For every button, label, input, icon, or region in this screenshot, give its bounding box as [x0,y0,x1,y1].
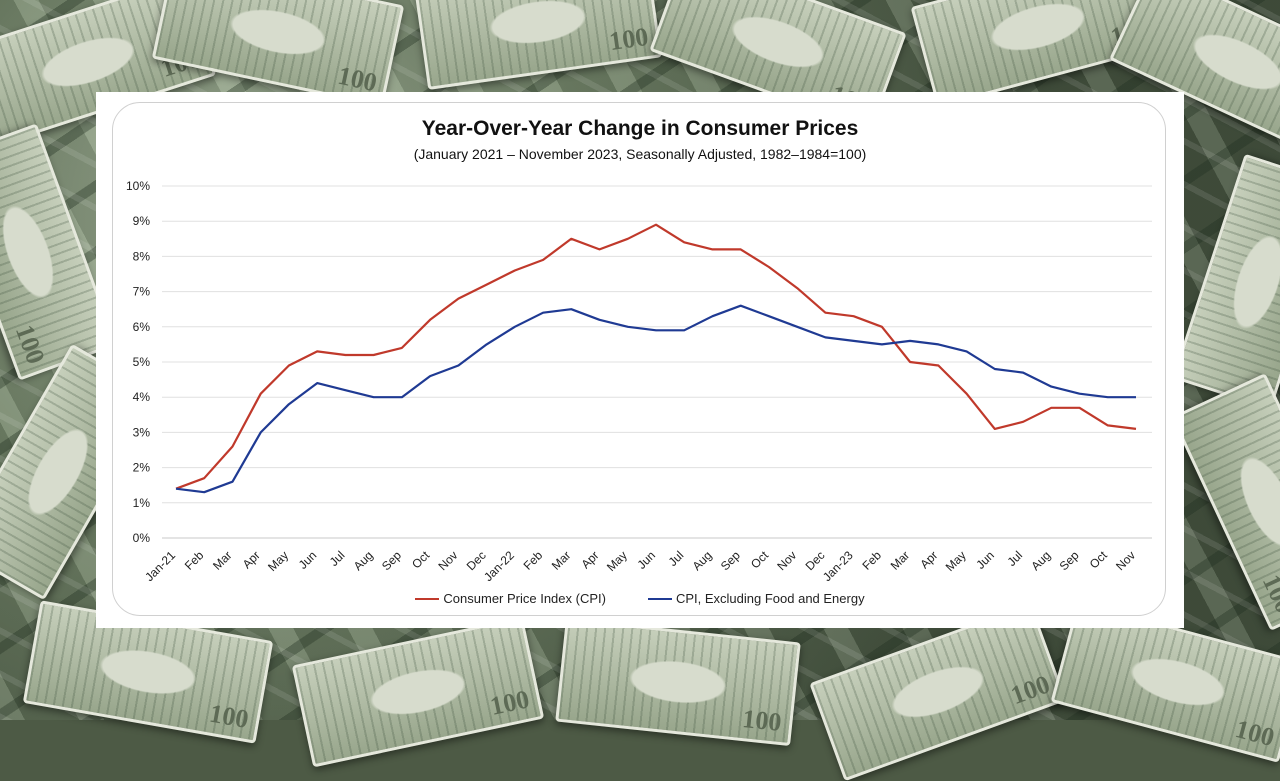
chart-card [96,92,1184,628]
x-tick-label: Feb [859,548,884,573]
x-tick-label: Aug [690,548,715,573]
y-tick-label: 6% [133,320,151,334]
x-tick-label: Sep [1057,548,1082,573]
legend-label-core-cpi: CPI, Excluding Food and Energy [675,591,865,606]
y-tick-label: 8% [133,249,151,263]
line-chart: 0%1%2%3%4%5%6%7%8%9%10%Jan-21 Feb Mar Apr Ma… [126,179,1152,584]
x-tick-label: Jan-21 [142,548,178,584]
chart-legend: Consumer Price Index (CPI) CPI, Excludin… [0,591,1280,606]
legend-swatch-core-cpi [647,597,672,600]
x-tick-label: Mar [210,548,235,573]
legend-item-cpi: Consumer Price Index (CPI) [415,591,606,606]
x-tick-label: Jun [296,548,320,572]
x-tick-label: Jul [1004,548,1025,569]
x-tick-label: Jan-22 [481,548,517,584]
chart-frame [112,102,1166,616]
x-tick-label: Nov [1113,548,1138,573]
legend-label-cpi: Consumer Price Index (CPI) [443,591,606,606]
chart-title: Year-Over-Year Change in Consumer Prices [421,117,859,140]
x-tick-label: Oct [409,548,433,572]
x-tick-label: Jun [635,548,659,572]
x-tick-label: Mar [549,548,574,573]
x-tick-label: Aug [351,548,376,573]
legend-item-core-cpi: CPI, Excluding Food and Energy [647,591,865,606]
x-tick-label: May [604,548,630,574]
legend-swatch-cpi [415,597,440,600]
series-line-core-cpi [175,304,1136,494]
x-tick-label: Jun [973,548,997,572]
x-tick-label: Feb [521,548,546,573]
x-tick-label: Feb [182,548,207,573]
y-tick-label: 4% [133,390,151,404]
x-tick-label: Nov [774,548,799,573]
x-tick-label: Apr [579,548,602,571]
x-tick-label: Apr [240,548,263,571]
y-tick-label: 7% [133,285,151,299]
y-tick-label: 2% [133,461,151,475]
x-tick-label: Jul [666,548,687,569]
x-tick-label: May [265,548,291,574]
x-tick-label: May [943,548,969,574]
y-tick-label: 10% [126,179,150,193]
y-tick-label: 3% [133,425,151,439]
x-tick-label: Oct [748,548,772,572]
y-tick-label: 1% [133,496,151,510]
chart-subtitle: (January 2021 – November 2023, Seasonall… [413,146,867,162]
y-tick-label: 0% [133,531,151,545]
x-tick-label: Nov [435,548,460,573]
y-tick-label: 5% [133,355,151,369]
series-line-cpi [175,223,1137,490]
x-tick-label: Mar [888,548,913,573]
x-tick-label: Jan-23 [820,548,856,584]
x-tick-label: Jul [327,548,348,569]
x-tick-label: Oct [1087,548,1111,572]
x-tick-label: Sep [379,548,404,573]
x-tick-label: Aug [1028,548,1053,573]
x-tick-label: Apr [917,548,940,571]
x-tick-label: Sep [718,548,743,573]
y-tick-label: 9% [133,214,151,228]
